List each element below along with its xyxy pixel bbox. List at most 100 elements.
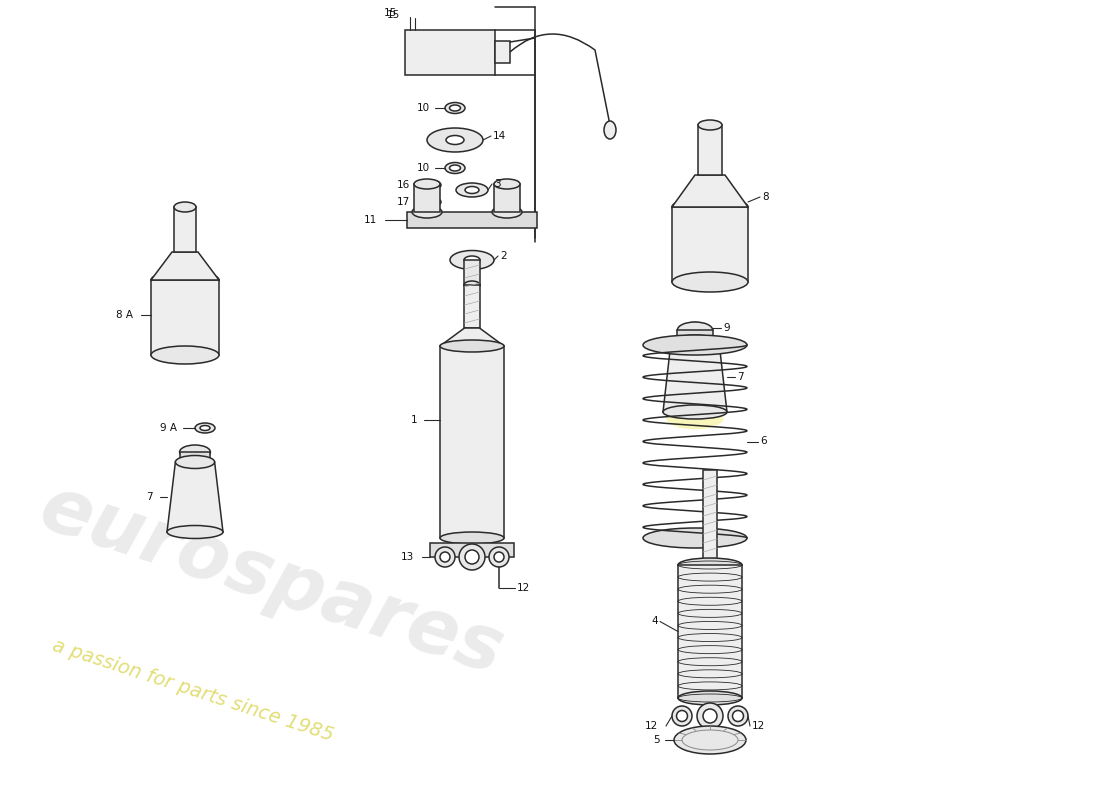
Bar [703,470,717,565]
Circle shape [697,703,723,729]
Ellipse shape [446,162,465,174]
Text: 7: 7 [146,492,153,502]
Text: 3: 3 [494,179,501,189]
Circle shape [459,544,485,570]
Polygon shape [672,175,748,207]
Ellipse shape [674,726,746,754]
Bar [464,260,480,285]
Ellipse shape [424,181,441,190]
Ellipse shape [465,186,478,194]
Circle shape [672,706,692,726]
Text: 4: 4 [651,617,658,626]
Ellipse shape [450,105,461,111]
Ellipse shape [678,322,713,338]
Ellipse shape [450,165,461,171]
Text: 15: 15 [384,8,397,18]
Bar [495,41,510,63]
Text: 15: 15 [387,10,400,20]
Bar [672,207,748,282]
Text: 13: 13 [400,552,414,562]
Bar [414,184,440,212]
Text: 5: 5 [653,735,660,745]
Ellipse shape [414,179,440,189]
Ellipse shape [683,322,707,334]
Ellipse shape [698,120,722,130]
Ellipse shape [167,526,223,538]
Ellipse shape [663,405,727,419]
Text: 8: 8 [762,192,769,202]
Ellipse shape [464,256,480,264]
Ellipse shape [175,455,214,469]
Circle shape [490,547,509,567]
Polygon shape [167,462,223,532]
Ellipse shape [174,202,196,212]
Text: 8 A: 8 A [116,310,133,320]
Text: 7: 7 [737,372,744,382]
Polygon shape [440,328,504,346]
Circle shape [703,709,717,723]
Ellipse shape [678,691,743,705]
Circle shape [440,552,450,562]
Circle shape [465,550,478,564]
Bar [678,330,713,342]
Polygon shape [663,342,727,412]
Bar [405,30,495,75]
Ellipse shape [151,271,219,289]
Ellipse shape [678,558,743,572]
Text: 12: 12 [517,583,530,593]
Text: 1: 1 [410,415,417,425]
Ellipse shape [195,423,214,433]
Bar [678,565,743,698]
Ellipse shape [672,272,748,292]
Text: 10: 10 [417,163,430,173]
Text: 9 A: 9 A [160,423,177,433]
Bar [494,184,520,212]
Bar [440,346,504,538]
Ellipse shape [667,407,724,430]
Ellipse shape [689,325,701,331]
Bar [179,452,210,462]
Text: 17: 17 [397,197,410,207]
Ellipse shape [492,206,522,218]
Ellipse shape [464,281,480,289]
Ellipse shape [456,183,488,197]
Circle shape [733,710,744,722]
Bar [464,285,480,328]
Ellipse shape [446,135,464,145]
Ellipse shape [671,335,719,349]
Circle shape [434,547,455,567]
Ellipse shape [644,335,747,355]
Bar [151,280,219,355]
Ellipse shape [179,445,210,459]
Circle shape [494,552,504,562]
Ellipse shape [682,730,738,750]
Ellipse shape [200,426,210,430]
Ellipse shape [412,206,442,218]
Bar [174,207,196,252]
Ellipse shape [446,102,465,114]
Text: 16: 16 [397,180,410,190]
Ellipse shape [424,198,441,206]
Ellipse shape [644,528,747,548]
Text: 10: 10 [417,103,430,113]
Ellipse shape [494,179,520,189]
Text: 14: 14 [493,131,506,141]
Bar [430,543,514,557]
Text: 9: 9 [723,323,729,333]
Circle shape [676,710,688,722]
Ellipse shape [672,197,748,217]
Bar [698,125,722,175]
Ellipse shape [151,346,219,364]
Ellipse shape [427,128,483,152]
Bar [407,212,537,228]
Text: 11: 11 [364,215,377,225]
Circle shape [728,706,748,726]
Text: a passion for parts since 1985: a passion for parts since 1985 [50,635,336,745]
Text: 12: 12 [645,721,658,731]
Ellipse shape [440,340,504,352]
Ellipse shape [440,532,504,544]
Ellipse shape [450,250,494,270]
Text: 2: 2 [500,251,507,261]
Ellipse shape [604,121,616,139]
Polygon shape [151,252,219,280]
